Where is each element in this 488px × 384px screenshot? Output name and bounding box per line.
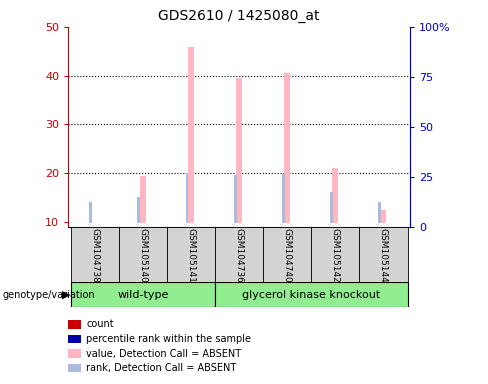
- Text: GSM105140: GSM105140: [139, 228, 147, 283]
- Bar: [378, 202, 381, 223]
- Bar: [71, 282, 215, 307]
- Bar: [119, 227, 167, 282]
- Bar: [188, 47, 194, 223]
- Bar: [359, 227, 407, 282]
- Text: genotype/variation: genotype/variation: [2, 290, 95, 300]
- Bar: [185, 173, 188, 223]
- Bar: [311, 227, 359, 282]
- Text: percentile rank within the sample: percentile rank within the sample: [86, 334, 251, 344]
- Bar: [215, 227, 263, 282]
- Text: GSM105141: GSM105141: [186, 228, 196, 283]
- Bar: [330, 192, 333, 223]
- Text: GSM105144: GSM105144: [379, 228, 388, 283]
- Bar: [167, 227, 215, 282]
- Text: glycerol kinase knockout: glycerol kinase knockout: [242, 290, 381, 300]
- Title: GDS2610 / 1425080_at: GDS2610 / 1425080_at: [159, 9, 320, 23]
- Bar: [282, 174, 285, 223]
- Text: value, Detection Call = ABSENT: value, Detection Call = ABSENT: [86, 349, 242, 359]
- Text: rank, Detection Call = ABSENT: rank, Detection Call = ABSENT: [86, 363, 237, 373]
- Bar: [215, 282, 407, 307]
- Text: count: count: [86, 319, 114, 329]
- Text: wild-type: wild-type: [117, 290, 168, 300]
- Bar: [236, 78, 242, 223]
- Bar: [263, 227, 311, 282]
- Bar: [234, 175, 237, 223]
- Text: GSM104736: GSM104736: [235, 228, 244, 283]
- Text: GSM105142: GSM105142: [331, 228, 340, 283]
- Bar: [71, 227, 119, 282]
- Text: GSM104740: GSM104740: [283, 228, 292, 283]
- Bar: [381, 210, 386, 223]
- Bar: [140, 176, 146, 223]
- Text: ▶: ▶: [62, 290, 71, 300]
- Bar: [332, 168, 338, 223]
- Bar: [89, 202, 92, 223]
- Bar: [285, 73, 290, 223]
- Text: GSM104738: GSM104738: [90, 228, 99, 283]
- Bar: [138, 197, 140, 223]
